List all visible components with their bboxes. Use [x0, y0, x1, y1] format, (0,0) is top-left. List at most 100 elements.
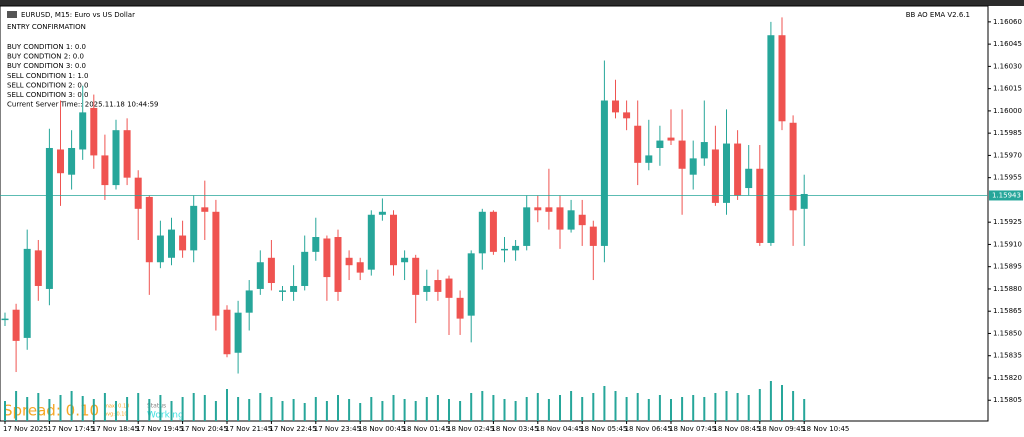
volume-bar: [137, 393, 140, 421]
candle-body: [223, 309, 231, 355]
candle-body: [645, 155, 653, 163]
y-tick-label: 1.15850: [993, 329, 1022, 337]
volume-bar: [492, 395, 495, 421]
candle-body: [767, 35, 775, 243]
candle-body: [412, 257, 420, 295]
volume-bar: [392, 395, 395, 421]
candle-body: [234, 312, 242, 353]
panel-line: BUY CONDTION 2: 0.0: [7, 53, 84, 61]
volume-bar: [758, 389, 761, 421]
volume-bar: [26, 397, 29, 421]
candle-body: [290, 285, 298, 292]
volume-bar: [103, 393, 106, 421]
volume-bar: [769, 381, 772, 421]
volume-bar: [536, 393, 539, 421]
x-tick-label: 18 Nov 02:45: [447, 425, 494, 433]
candle-body: [145, 196, 153, 263]
candle-body: [778, 35, 786, 122]
volume-bar: [159, 395, 162, 421]
x-tick-label: 17 Nov 17:45: [47, 425, 94, 433]
candle-body: [600, 100, 608, 246]
x-tick-label: 18 Nov 08:45: [713, 425, 760, 433]
candle-body: [90, 107, 98, 156]
volume-bar: [170, 401, 173, 421]
volume-bar: [570, 391, 573, 421]
x-tick-label: 18 Nov 05:45: [580, 425, 627, 433]
volume-bar: [448, 399, 450, 421]
candle-body: [1, 318, 9, 321]
candle-body: [789, 122, 797, 211]
y-tick-label: 1.15910: [993, 240, 1022, 248]
candle-body: [534, 207, 542, 211]
chart-title: EURUSD, M15: Euro vs US Dollar: [21, 11, 135, 19]
volume-bar: [237, 397, 240, 421]
volume-bar: [226, 389, 228, 421]
candle-body: [623, 112, 631, 119]
status-label: Status: [147, 403, 166, 410]
x-tick-label: 18 Nov 03:45: [491, 425, 538, 433]
x-tick-label: 17 Nov 2025: [3, 425, 48, 433]
volume-bar: [292, 399, 295, 421]
indicator-name: BB AO EMA V2.6.1: [906, 11, 970, 19]
candle-body: [401, 257, 409, 263]
volume-bar: [736, 393, 739, 421]
volume-bar: [647, 399, 650, 421]
volume-bar: [37, 393, 40, 421]
candle-body: [556, 207, 564, 230]
candle-body: [334, 237, 342, 292]
volume-bar: [425, 397, 428, 421]
candle-body: [489, 211, 497, 252]
candle-body: [34, 250, 42, 286]
panel-line: BUY CONDITION 3: 0.0: [7, 62, 86, 70]
x-tick-label: 17 Nov 23:45: [314, 425, 361, 433]
candle-body: [734, 143, 742, 196]
volume-bar: [148, 399, 151, 421]
candle-body: [434, 280, 442, 292]
volume-bar: [4, 401, 6, 421]
y-tick-label: 1.15865: [993, 307, 1022, 315]
candle-body: [101, 155, 109, 186]
candle-body: [123, 130, 131, 178]
y-tick-label: 1.16000: [993, 107, 1022, 115]
y-tick-label: 1.15895: [993, 263, 1022, 271]
volume-bar: [92, 399, 95, 421]
volume-bar: [370, 397, 373, 421]
volume-bar: [670, 399, 672, 421]
candle-body: [667, 137, 675, 141]
volume-bar: [714, 393, 717, 421]
volume-bar: [270, 397, 273, 421]
y-tick-label: 1.16060: [993, 18, 1022, 26]
volume-bar: [747, 395, 750, 421]
panel-line: SELL CONDITION 3: 0.0: [7, 91, 88, 99]
candle-body: [345, 257, 353, 266]
candle-body: [156, 235, 164, 263]
candle-body: [301, 251, 309, 286]
y-tick-label: 1.15985: [993, 129, 1022, 137]
x-tick-label: 18 Nov 10:45: [802, 425, 849, 433]
x-tick-label: 18 Nov 00:45: [358, 425, 405, 433]
candle-body: [612, 100, 619, 113]
candle-body: [689, 158, 697, 175]
volume-bar: [203, 395, 206, 421]
y-tick-label: 1.16045: [993, 40, 1022, 48]
volume-bar: [625, 397, 628, 421]
candle-body: [356, 262, 364, 273]
x-tick-label: 18 Nov 06:45: [625, 425, 672, 433]
volume-bar: [314, 397, 317, 421]
y-tick-label: 1.16030: [993, 62, 1022, 70]
x-tick-label: 18 Nov 04:45: [536, 425, 583, 433]
volume-bar: [248, 399, 251, 421]
volume-bar: [692, 395, 695, 421]
x-tick-label: 17 Nov 22:45: [269, 425, 316, 433]
spread: Spread: 0.10: [3, 402, 99, 420]
candle-body: [45, 147, 53, 289]
volume-bar: [70, 391, 73, 421]
candle-body: [168, 229, 175, 258]
volume-bar: [503, 399, 506, 421]
volume-bar: [59, 395, 62, 421]
y-tick-label: 1.15880: [993, 285, 1022, 293]
volume-bar: [459, 401, 462, 421]
panel-line: BUY CONDITION 1: 0.0: [7, 43, 86, 51]
volume-bar: [781, 385, 783, 421]
